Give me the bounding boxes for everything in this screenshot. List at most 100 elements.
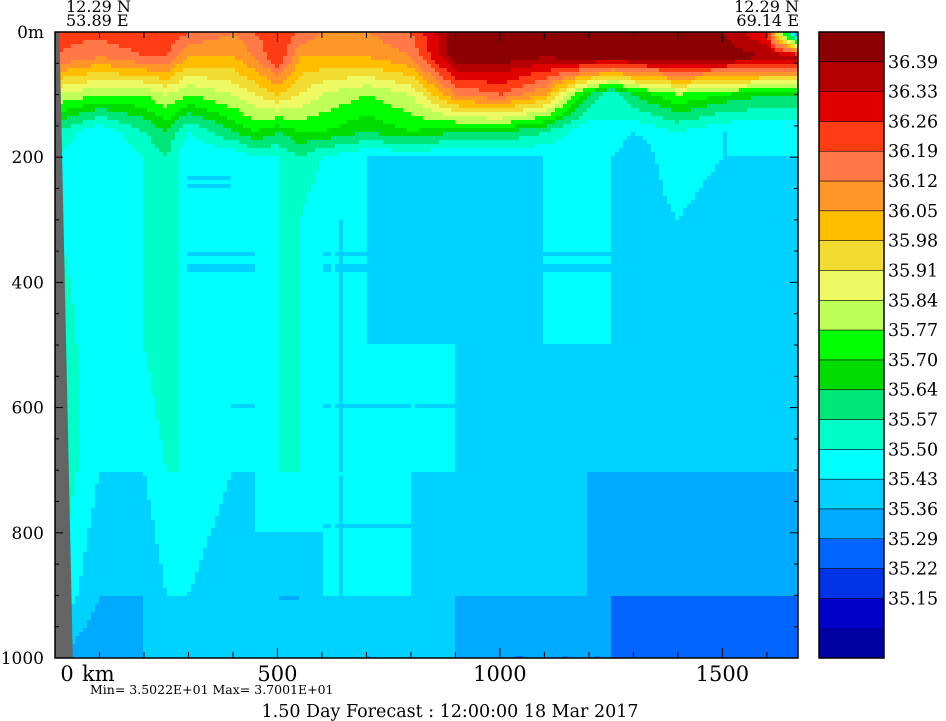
field-cell — [483, 100, 488, 105]
field-cell — [267, 124, 272, 129]
field-cell — [211, 80, 216, 85]
field-cell — [95, 76, 100, 81]
field-cell — [495, 88, 500, 93]
field-cell — [787, 56, 792, 61]
field-cell — [687, 100, 692, 105]
field-cell — [439, 124, 444, 129]
field-cell — [531, 60, 536, 65]
field-cell — [599, 52, 604, 57]
field-cell — [651, 132, 656, 137]
field-cell — [663, 68, 668, 73]
field-cell — [687, 108, 692, 113]
field-cell — [663, 132, 668, 137]
field-cell — [299, 72, 304, 77]
field-cell — [439, 52, 444, 57]
field-cell — [419, 104, 424, 109]
field-cell — [439, 128, 444, 133]
field-cell — [455, 68, 460, 73]
field-cell — [343, 136, 348, 141]
field-cell — [759, 108, 764, 113]
field-cell — [307, 128, 312, 133]
field-cell — [699, 96, 704, 101]
field-cell — [683, 92, 688, 97]
field-cell — [379, 120, 384, 125]
field-cell — [571, 76, 576, 81]
field-cell — [71, 52, 76, 57]
field-cell — [683, 52, 688, 57]
field-cell — [279, 40, 284, 45]
field-cell — [339, 84, 344, 89]
field-cell — [399, 108, 404, 113]
field-cell — [611, 112, 616, 117]
field-cell — [611, 44, 616, 49]
field-cell — [319, 44, 324, 49]
field-cell — [435, 48, 440, 53]
field-cell — [103, 116, 108, 121]
field-cell — [571, 128, 576, 133]
field-cell — [195, 132, 200, 137]
field-cell — [255, 56, 260, 61]
field-cell — [355, 116, 360, 121]
field-cell — [159, 80, 164, 85]
field-cell — [571, 40, 576, 45]
field-cell — [515, 52, 520, 57]
field-cell — [327, 88, 332, 93]
field-cell — [575, 116, 580, 121]
field-cell — [335, 60, 340, 65]
field-cell — [791, 116, 796, 121]
field-cell — [343, 68, 348, 73]
field-cell — [707, 44, 712, 49]
field-cell — [499, 108, 504, 113]
field-cell — [555, 40, 560, 45]
field-cell — [735, 48, 740, 53]
field-cell — [531, 132, 536, 137]
field-cell — [471, 56, 476, 61]
field-cell — [335, 116, 340, 121]
field-cell — [551, 48, 556, 53]
field-cell — [99, 116, 104, 121]
field-cell — [735, 120, 740, 125]
field-cell — [599, 120, 604, 125]
field-cell — [647, 60, 652, 65]
field-cell — [535, 52, 540, 57]
field-cell — [447, 100, 452, 105]
field-cell — [643, 108, 648, 113]
field-cell — [227, 104, 232, 109]
field-cell — [699, 60, 704, 65]
field-cell — [431, 88, 436, 93]
field-cell — [195, 120, 200, 125]
field-cell — [431, 100, 436, 105]
field-cell — [775, 112, 780, 117]
field-cell — [387, 64, 392, 69]
field-cell — [223, 132, 228, 137]
field-cell — [295, 132, 300, 137]
field-cell — [767, 108, 772, 113]
field-cell — [775, 72, 780, 77]
field-cell — [167, 56, 172, 61]
field-cell — [283, 88, 288, 93]
field-cell — [311, 80, 316, 85]
field-cell — [251, 136, 256, 141]
field-cell — [311, 128, 316, 133]
field-cell — [203, 92, 208, 97]
field-cell — [271, 44, 276, 49]
field-cell — [271, 48, 276, 53]
field-cell — [303, 132, 308, 137]
field-cell — [151, 108, 156, 113]
field-cell — [515, 40, 520, 45]
field-cell — [595, 120, 600, 125]
field-cell — [787, 88, 792, 93]
field-cell — [715, 104, 720, 109]
field-cell — [207, 116, 212, 121]
field-cell — [103, 108, 108, 113]
field-cell — [611, 100, 616, 105]
field-cell — [751, 44, 756, 49]
field-cell — [743, 60, 748, 65]
field-cell — [603, 132, 608, 137]
field-cell — [535, 60, 540, 65]
field-cell — [431, 132, 436, 137]
field-cell — [375, 132, 380, 137]
field-cell — [275, 132, 280, 137]
field-cell — [395, 36, 400, 41]
field-cell — [427, 120, 432, 125]
